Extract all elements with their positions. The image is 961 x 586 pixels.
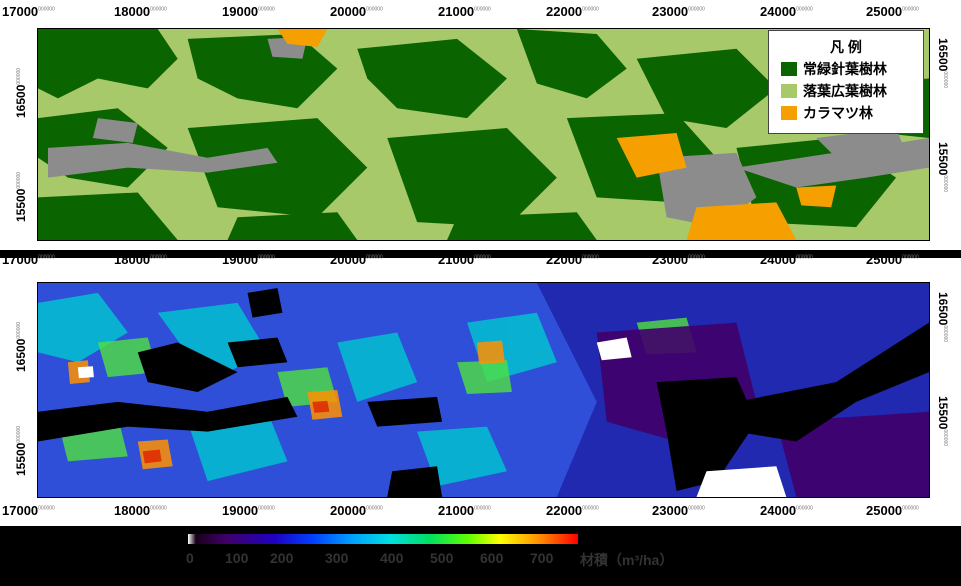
- colorbar-tick: 0: [186, 550, 194, 566]
- x-tick: 24000000000: [760, 503, 813, 518]
- x-tick: 23000000000: [652, 503, 705, 518]
- x-tick: 17000000000: [2, 4, 55, 19]
- x-tick: 18000000000: [114, 4, 167, 19]
- volume-map-image: [38, 283, 929, 497]
- x-tick: 25000000000: [866, 4, 919, 19]
- x-tick: 23000000000: [652, 252, 705, 267]
- x-tick: 19000000000: [222, 503, 275, 518]
- x-tick: 20000000000: [330, 503, 383, 518]
- x-tick: 20000000000: [330, 4, 383, 19]
- x-tick: 24000000000: [760, 252, 813, 267]
- colorbar-tick: 200: [270, 550, 294, 566]
- volume-map: [37, 282, 930, 498]
- y-tick: 16500000000: [936, 38, 950, 89]
- y-tick: 15500000000: [14, 171, 28, 222]
- x-tick: 20000000000: [330, 252, 383, 267]
- colorbar-tick: 300: [325, 550, 349, 566]
- colorbar-tick: 500: [430, 550, 454, 566]
- legend-label-deciduous: 落葉広葉樹林: [803, 83, 887, 99]
- volume-map-panel: [0, 258, 961, 526]
- x-tick: 18000000000: [114, 252, 167, 267]
- forest-type-map-panel: 凡 例 常緑針葉樹林 落葉広葉樹林 カラマツ林: [0, 0, 961, 250]
- forest-type-map-image: [38, 29, 929, 240]
- x-tick: 17000000000: [2, 252, 55, 267]
- legend-title: 凡 例: [830, 39, 862, 55]
- x-tick: 21000000000: [438, 4, 491, 19]
- colorbar: 0 100 200 300 400 500 600 700 材積（m³/ha）: [0, 526, 961, 586]
- x-tick: 22000000000: [546, 4, 599, 19]
- legend-swatch-deciduous: [781, 84, 797, 98]
- colorbar-tick: 600: [480, 550, 504, 566]
- x-tick: 23000000000: [652, 4, 705, 19]
- x-tick: 25000000000: [866, 252, 919, 267]
- legend: 凡 例 常緑針葉樹林 落葉広葉樹林 カラマツ林: [768, 30, 924, 134]
- y-tick: 16500000000: [14, 67, 28, 118]
- colorbar-gradient: [188, 534, 578, 544]
- x-tick: 19000000000: [222, 252, 275, 267]
- colorbar-title: 材積（m³/ha）: [580, 552, 674, 568]
- y-tick: 15500000000: [936, 396, 950, 447]
- y-tick: 16500000000: [936, 292, 950, 343]
- colorbar-tick: 100: [225, 550, 249, 566]
- legend-label-larch: カラマツ林: [803, 105, 873, 121]
- y-tick: 15500000000: [936, 142, 950, 193]
- legend-swatch-larch: [781, 106, 797, 120]
- x-tick: 17000000000: [2, 503, 55, 518]
- legend-item-deciduous: 落葉広葉樹林: [781, 81, 887, 101]
- x-tick: 21000000000: [438, 252, 491, 267]
- x-tick: 24000000000: [760, 4, 813, 19]
- legend-label-evergreen: 常緑針葉樹林: [803, 61, 887, 77]
- legend-item-evergreen: 常緑針葉樹林: [781, 59, 887, 79]
- colorbar-tick: 400: [380, 550, 404, 566]
- x-tick: 22000000000: [546, 252, 599, 267]
- x-tick: 21000000000: [438, 503, 491, 518]
- legend-swatch-evergreen: [781, 62, 797, 76]
- x-tick: 19000000000: [222, 4, 275, 19]
- x-tick: 22000000000: [546, 503, 599, 518]
- y-tick: 15500000000: [14, 425, 28, 476]
- x-tick: 18000000000: [114, 503, 167, 518]
- colorbar-tick: 700: [530, 550, 554, 566]
- y-tick: 16500000000: [14, 321, 28, 372]
- x-tick: 25000000000: [866, 503, 919, 518]
- legend-item-larch: カラマツ林: [781, 103, 873, 123]
